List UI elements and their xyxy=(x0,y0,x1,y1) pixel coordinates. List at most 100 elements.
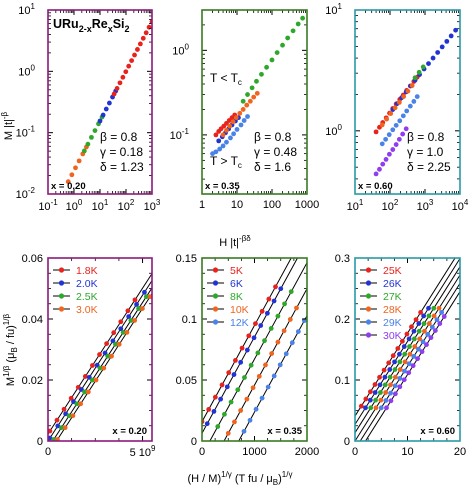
data-point xyxy=(213,149,219,155)
legend-label: 6K xyxy=(230,278,243,290)
chart-panel-top-x060: 101 102 103 104 100 101 β = 0.8γ = 1.0δ = 2.25… xyxy=(325,2,469,213)
data-point xyxy=(227,123,233,129)
data-point xyxy=(238,122,244,128)
data-point xyxy=(269,57,275,63)
data-point xyxy=(278,286,284,292)
data-point xyxy=(392,367,398,372)
data-point xyxy=(421,313,427,319)
data-point xyxy=(434,317,440,323)
data-point xyxy=(212,394,218,400)
series-green xyxy=(412,64,426,81)
fit-line xyxy=(355,274,460,441)
x-tick-label: 0 xyxy=(45,446,51,458)
y-tick-label: 100 xyxy=(18,63,35,78)
series-orange xyxy=(379,83,415,128)
data-point xyxy=(373,397,378,403)
data-point xyxy=(104,341,110,347)
data-point xyxy=(439,44,445,50)
tlt-annotation: T < Tc xyxy=(210,71,242,87)
series-lightblue xyxy=(379,94,420,147)
legend-marker xyxy=(365,280,372,286)
data-point xyxy=(242,375,247,380)
data-point xyxy=(113,341,118,347)
beta-annotation: β = 0.8 xyxy=(100,130,138,144)
data-point xyxy=(100,112,106,118)
compound-title: URu2-xRexSi2 xyxy=(53,17,130,34)
series-2.5K xyxy=(51,287,152,441)
series-25K xyxy=(355,258,456,417)
data-point xyxy=(388,390,393,396)
series-8K xyxy=(209,262,307,441)
svg-text:M |t|-β: M |t|-β xyxy=(0,111,15,140)
data-point xyxy=(238,408,244,413)
data-point xyxy=(69,172,75,178)
plot-area xyxy=(65,19,152,185)
data-point xyxy=(453,27,459,33)
data-point xyxy=(231,372,237,377)
data-point xyxy=(116,341,122,347)
data-point xyxy=(414,94,420,99)
data-point xyxy=(439,310,445,315)
data-point xyxy=(224,128,229,133)
data-point xyxy=(392,105,398,111)
bottom-y-axis-title: M1/β (μB / fu)1/β xyxy=(2,314,19,387)
plot-frame xyxy=(354,257,461,442)
data-point xyxy=(105,353,111,359)
gamma-annotation: γ = 0.18 xyxy=(100,145,143,159)
data-point xyxy=(271,373,277,379)
chart-panel-top-x035: 1 10 100 1000 10-1 100 β = 0.8γ = 0.48δ = 1.6 x… xyxy=(170,9,319,211)
data-point xyxy=(372,382,378,387)
legend-label: 10K xyxy=(230,304,249,316)
data-point xyxy=(135,47,140,52)
data-point xyxy=(388,382,393,388)
data-point xyxy=(378,405,384,411)
data-point xyxy=(392,359,397,365)
legend-marker xyxy=(212,280,219,286)
delta-annotation: δ = 1.6 xyxy=(254,160,291,174)
series-orange xyxy=(65,144,89,185)
data-point xyxy=(89,134,94,140)
data-point xyxy=(420,339,426,345)
data-point xyxy=(78,401,84,407)
top-ylabel: M |t| xyxy=(3,119,15,140)
data-point xyxy=(70,413,76,419)
data-point xyxy=(254,78,259,84)
data-point xyxy=(225,430,231,436)
x-tick-label: 10 xyxy=(401,446,413,458)
data-point xyxy=(259,395,265,401)
data-point xyxy=(411,336,417,342)
data-point xyxy=(92,128,98,134)
data-point xyxy=(441,314,447,319)
y-tick-label: 0.2 xyxy=(335,314,350,326)
y-tick-label: 0.1 xyxy=(182,314,197,326)
data-point xyxy=(76,158,82,164)
data-point xyxy=(393,142,399,147)
data-point xyxy=(241,118,247,123)
data-point xyxy=(275,339,281,345)
series-red xyxy=(213,112,238,138)
data-point xyxy=(211,408,217,414)
data-point xyxy=(238,359,244,365)
plot-frame xyxy=(47,257,153,442)
legend-label: 2.0K xyxy=(76,278,98,290)
data-point xyxy=(220,132,226,138)
series-2.0K xyxy=(48,280,152,441)
data-point xyxy=(97,365,103,371)
data-point xyxy=(373,171,379,177)
data-point xyxy=(118,319,124,325)
data-point xyxy=(384,116,390,122)
data-point xyxy=(245,92,250,97)
data-point xyxy=(409,324,414,330)
plot-area xyxy=(210,15,306,157)
data-point xyxy=(416,321,422,326)
y-tick-label: 0.02 xyxy=(22,375,43,387)
data-point xyxy=(444,38,450,44)
data-point xyxy=(288,289,294,295)
data-point xyxy=(268,326,274,331)
data-point xyxy=(289,340,295,346)
series-27K xyxy=(355,266,460,433)
data-point xyxy=(230,119,236,125)
legend-label: 2.5K xyxy=(76,291,98,303)
data-point xyxy=(246,333,252,339)
data-point xyxy=(275,313,281,319)
